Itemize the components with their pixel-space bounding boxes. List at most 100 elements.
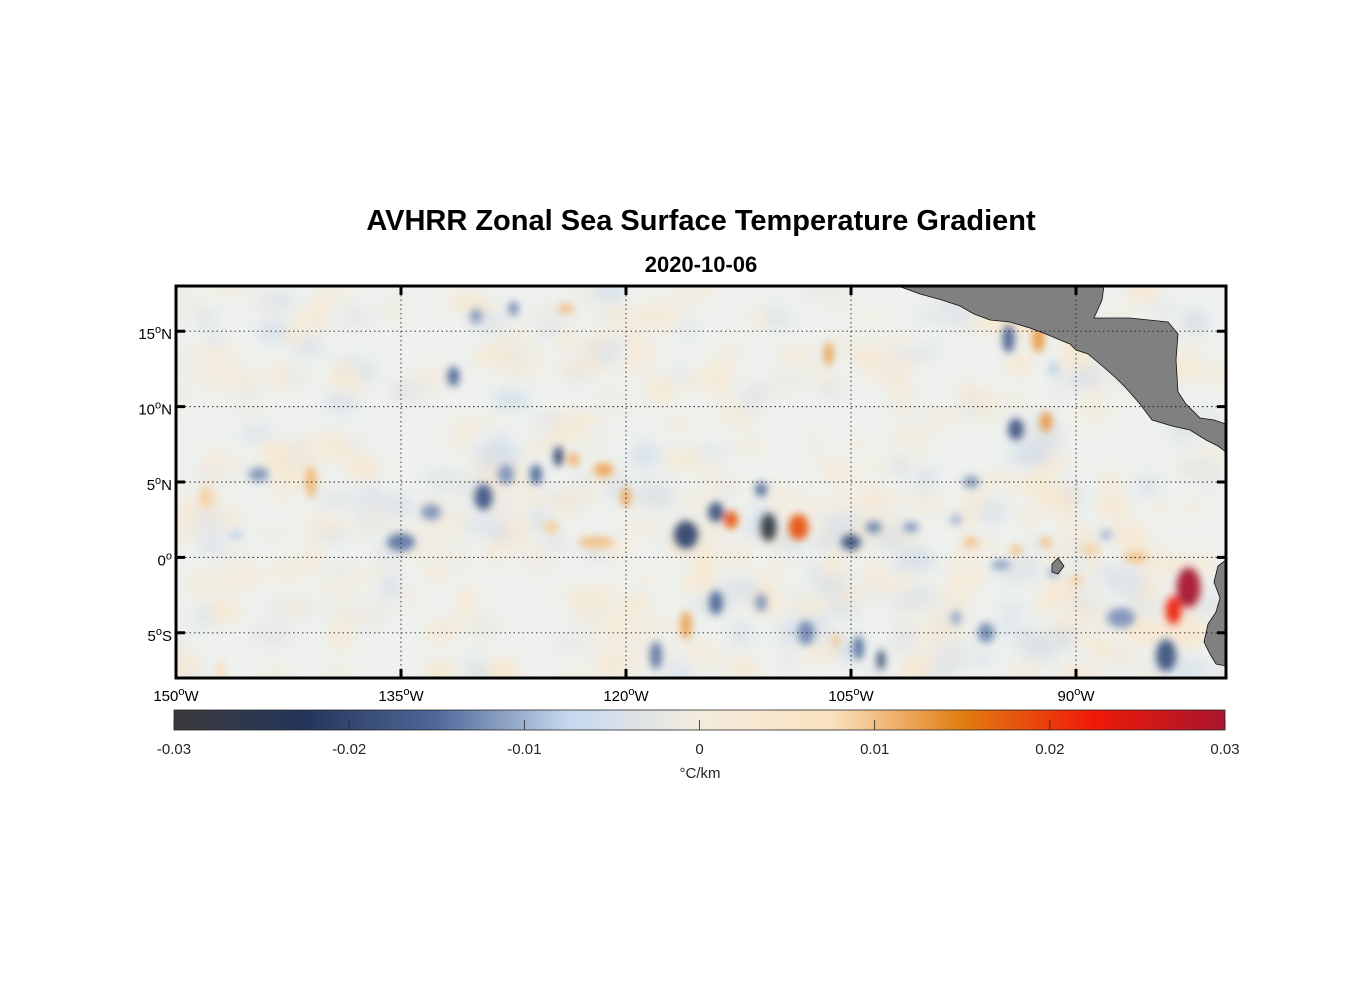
gradient-texture-blob	[771, 367, 806, 395]
gradient-texture-blob	[338, 306, 373, 328]
gradient-feature	[1010, 544, 1022, 555]
gradient-feature	[217, 660, 225, 678]
gradient-texture-blob	[176, 286, 190, 296]
latitude-labels: 15oN 10oN 5oN 0o 5oS	[138, 324, 172, 645]
gradient-texture-blob	[901, 654, 923, 678]
gradient-texture-blob	[231, 382, 261, 398]
gradient-texture-blob	[259, 669, 292, 678]
gradient-texture-blob	[1150, 502, 1172, 518]
gradient-feature	[228, 530, 244, 539]
gradient-texture-blob	[994, 565, 1038, 583]
gradient-texture-blob	[208, 599, 242, 623]
gradient-texture-blob	[962, 483, 991, 508]
gradient-texture-blob	[486, 526, 516, 541]
colorbar-tick-label: 0.02	[1035, 741, 1064, 758]
gradient-texture-blob	[848, 436, 866, 453]
gradient-texture-blob	[585, 426, 607, 455]
gradient-feature	[950, 514, 962, 525]
gradient-texture-blob	[457, 585, 477, 611]
gradient-feature	[1002, 324, 1015, 353]
gradient-texture-blob	[1098, 470, 1122, 493]
gradient-texture-blob	[755, 562, 795, 579]
gradient-texture-blob	[304, 541, 322, 570]
gradient-texture-blob	[597, 386, 618, 413]
gradient-texture-blob	[251, 572, 272, 584]
gradient-texture-blob	[436, 504, 472, 525]
gradient-texture-blob	[241, 425, 274, 442]
gradient-feature	[1040, 537, 1052, 548]
gradient-texture-blob	[701, 518, 722, 545]
gradient-texture-blob	[880, 337, 915, 351]
gradient-texture-blob	[359, 504, 401, 528]
gradient-texture-blob	[629, 442, 661, 469]
gradient-texture-blob	[874, 574, 912, 597]
colorbar-unit-label: °C/km	[680, 765, 721, 782]
gradient-feature	[474, 484, 493, 511]
gradient-texture-blob	[666, 667, 695, 678]
gradient-texture-blob	[1205, 360, 1226, 386]
lon-tick-label: 120oW	[603, 686, 649, 705]
lat-tick-label: 5oN	[147, 475, 172, 494]
gradient-texture-blob	[716, 342, 751, 353]
gradient-texture-blob	[982, 472, 1018, 486]
gradient-texture-blob	[889, 425, 933, 451]
gradient-texture-blob	[573, 594, 600, 622]
gradient-texture-blob	[729, 656, 758, 678]
gradient-texture-blob	[1011, 636, 1034, 648]
gradient-texture-blob	[475, 415, 500, 427]
gradient-texture-blob	[197, 540, 227, 553]
gradient-texture-blob	[808, 537, 852, 549]
gradient-texture-blob	[889, 591, 912, 613]
map-subtitle: 2020-10-06	[644, 252, 758, 277]
gradient-texture-blob	[633, 571, 657, 584]
gradient-texture-blob	[184, 570, 221, 599]
gradient-feature	[832, 634, 840, 647]
gradient-texture-blob	[1164, 624, 1204, 638]
gradient-texture-blob	[593, 286, 625, 304]
gradient-texture-blob	[949, 307, 977, 334]
gradient-texture-blob	[1211, 664, 1226, 678]
gradient-texture-blob	[972, 559, 991, 574]
gradient-feature	[421, 504, 441, 521]
gradient-texture-blob	[524, 437, 564, 454]
gradient-texture-blob	[288, 443, 314, 455]
lat-tick-label: 15oN	[138, 324, 172, 343]
gradient-texture-blob	[354, 600, 375, 612]
gradient-texture-blob	[891, 557, 930, 571]
gradient-feature	[470, 309, 482, 324]
gradient-texture-blob	[1058, 514, 1078, 528]
gradient-texture-blob	[1037, 432, 1059, 444]
gradient-texture-blob	[894, 349, 928, 360]
gradient-texture-blob	[695, 463, 712, 477]
gradient-texture-blob	[740, 385, 762, 414]
gradient-texture-blob	[559, 667, 591, 678]
gradient-texture-blob	[838, 586, 861, 608]
colorbar-tick-label: -0.01	[507, 741, 541, 758]
gradient-texture-blob	[236, 401, 266, 416]
gradient-feature	[498, 464, 514, 485]
gradient-texture-blob	[619, 518, 663, 536]
gradient-texture-blob	[466, 612, 500, 642]
gradient-texture-blob	[1140, 665, 1159, 678]
gradient-texture-blob	[727, 551, 752, 575]
gradient-texture-blob	[663, 313, 687, 327]
gradient-feature	[709, 590, 723, 615]
gradient-texture-blob	[657, 655, 686, 667]
gradient-texture-blob	[633, 479, 673, 508]
gradient-texture-blob	[802, 642, 843, 661]
gradient-texture-blob	[680, 377, 705, 389]
gradient-texture-blob	[271, 559, 307, 581]
gradient-texture-blob	[530, 414, 565, 428]
colorbar-ticks: -0.03 -0.02 -0.01 0 0.01 0.02 0.03	[157, 720, 1240, 758]
gradient-texture-blob	[905, 591, 949, 612]
gradient-texture-blob	[1146, 551, 1186, 576]
gradient-texture-blob	[344, 370, 365, 396]
gradient-texture-blob	[380, 572, 401, 601]
gradient-feature	[755, 593, 767, 612]
gradient-texture-blob	[257, 320, 290, 343]
colorbar-tick-label: -0.03	[157, 741, 191, 758]
gradient-texture-blob	[1087, 637, 1113, 658]
gradient-texture-blob	[891, 456, 908, 475]
gradient-texture-blob	[883, 359, 923, 373]
